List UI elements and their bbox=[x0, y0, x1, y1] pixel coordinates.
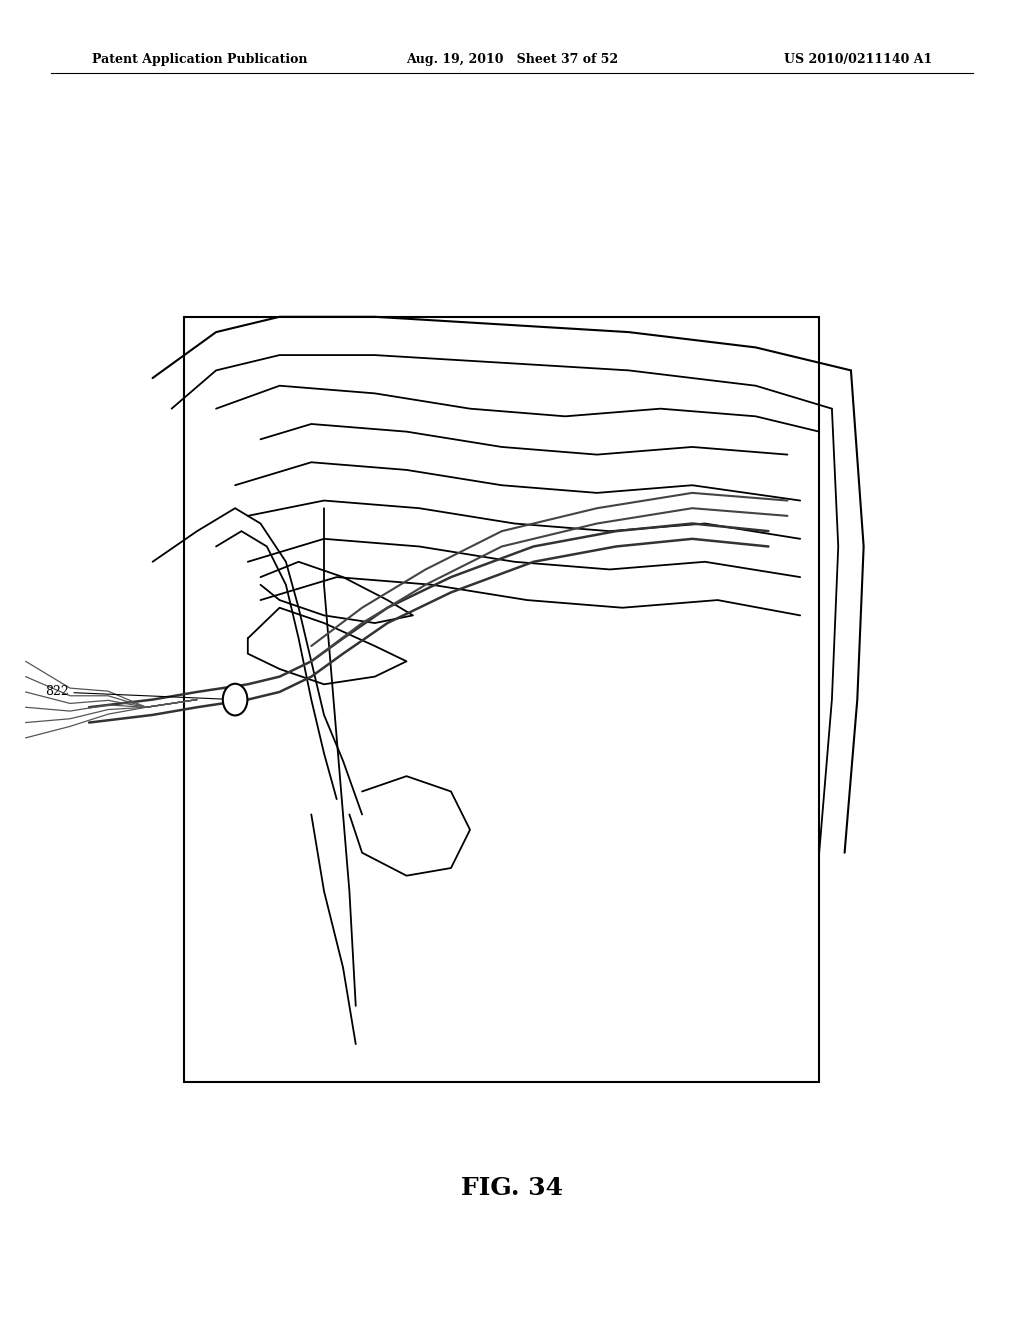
Circle shape bbox=[223, 684, 248, 715]
Text: Aug. 19, 2010   Sheet 37 of 52: Aug. 19, 2010 Sheet 37 of 52 bbox=[406, 53, 618, 66]
Text: US 2010/0211140 A1: US 2010/0211140 A1 bbox=[783, 53, 932, 66]
Text: FIG. 34: FIG. 34 bbox=[461, 1176, 563, 1200]
Bar bbox=[184, 317, 819, 1082]
Text: Patent Application Publication: Patent Application Publication bbox=[92, 53, 307, 66]
Text: 822: 822 bbox=[45, 685, 232, 700]
